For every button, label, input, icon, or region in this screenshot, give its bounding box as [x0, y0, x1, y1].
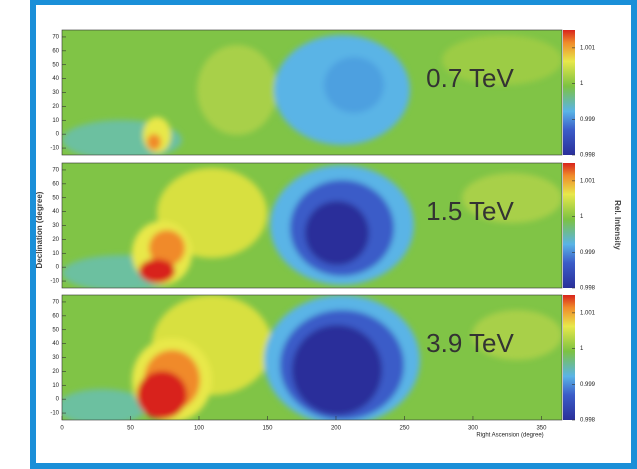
colorbar-tick-label: 1.001 — [580, 45, 596, 51]
y-tick-label: 50 — [52, 327, 59, 333]
y-axis-label: Declination (degree) — [35, 191, 44, 268]
y-tick-label: 10 — [52, 383, 59, 389]
y-tick-label: 0 — [56, 265, 60, 271]
y-tick-label: -10 — [50, 279, 59, 285]
y-tick-label: 40 — [52, 341, 59, 347]
colorbar-tick-label: 0.998 — [580, 418, 596, 424]
colorbar-tick-label: 0.999 — [580, 250, 596, 256]
y-tick-label: 10 — [52, 251, 59, 257]
y-tick-label: 70 — [52, 35, 59, 41]
colorbar-tick-label: 0.999 — [580, 382, 596, 388]
x-tick-label: 100 — [194, 426, 205, 432]
colorbar — [563, 30, 575, 155]
frame — [30, 0, 637, 469]
y-tick-label: -10 — [50, 146, 59, 152]
x-tick-label: 300 — [468, 426, 479, 432]
x-tick-label: 350 — [536, 426, 547, 432]
colorbar — [563, 163, 575, 288]
y-tick-label: 50 — [52, 62, 59, 68]
energy-label: 1.5 TeV — [426, 196, 514, 226]
y-tick-label: 0 — [56, 132, 60, 138]
colorbar-tick-label: 0.999 — [580, 117, 596, 123]
x-tick-label: 50 — [127, 426, 134, 432]
y-tick-label: 60 — [52, 48, 59, 54]
y-tick-label: -10 — [50, 411, 59, 417]
energy-label: 3.9 TeV — [426, 328, 514, 358]
x-tick-label: 200 — [331, 426, 342, 432]
y-tick-label: 40 — [52, 209, 59, 215]
colorbar-tick-label: 0.998 — [580, 286, 596, 292]
x-tick-label: 250 — [399, 426, 410, 432]
y-tick-label: 30 — [52, 90, 59, 96]
x-tick-label: 150 — [262, 426, 273, 432]
y-tick-label: 70 — [52, 300, 59, 306]
colorbar-tick-label: 1.001 — [580, 310, 596, 316]
x-axis-label: Right Ascension (degree) — [476, 433, 543, 439]
heatmap-panel — [62, 163, 562, 288]
y-tick-label: 50 — [52, 195, 59, 201]
y-tick-label: 70 — [52, 168, 59, 174]
y-tick-label: 60 — [52, 313, 59, 319]
energy-label: 0.7 TeV — [426, 63, 514, 93]
y-tick-label: 20 — [52, 237, 59, 243]
y-tick-label: 20 — [52, 104, 59, 110]
heatmap-panel — [62, 295, 562, 420]
x-tick-label: 0 — [60, 426, 64, 432]
y-tick-label: 0 — [56, 397, 60, 403]
y-tick-label: 10 — [52, 118, 59, 124]
colorbar-tick-label: 1 — [580, 214, 584, 220]
colorbar — [563, 295, 575, 420]
colorbar-tick-label: 1 — [580, 346, 584, 352]
colorbar-tick-label: 0.998 — [580, 153, 596, 159]
y-tick-label: 30 — [52, 355, 59, 361]
colorbar-tick-label: 1.001 — [580, 178, 596, 184]
colorbar-tick-label: 1 — [580, 81, 584, 87]
heatmap-panel — [62, 30, 562, 155]
y-tick-label: 40 — [52, 76, 59, 82]
y-tick-label: 20 — [52, 369, 59, 375]
colorbar-label: Rel. Intensity — [613, 200, 622, 250]
y-tick-label: 30 — [52, 223, 59, 229]
y-tick-label: 60 — [52, 181, 59, 187]
